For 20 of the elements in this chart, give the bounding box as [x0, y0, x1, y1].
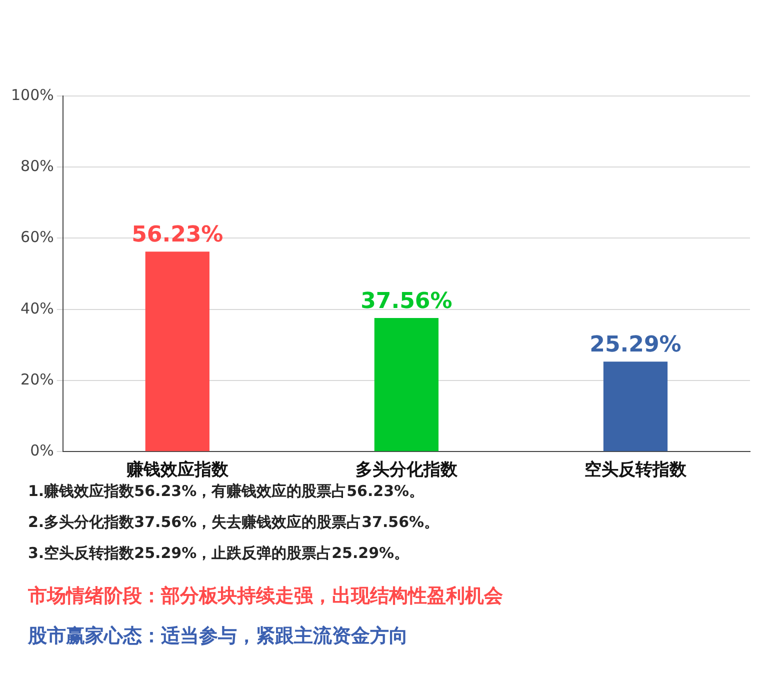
bar [374, 318, 439, 452]
text: 股市赢家心态：适当参与，紧跟主流资金方向 [28, 624, 409, 649]
y-tick-label: 20% [20, 370, 54, 388]
text: 1.赚钱效应指数56.23%，有赚钱效应的股票占56.23%。 [28, 482, 426, 501]
bar [145, 252, 210, 452]
data-label: 37.56% [360, 288, 452, 314]
y-tick-label: 100% [10, 86, 54, 104]
x-tick-label: 空头反转指数 [584, 460, 688, 480]
data-label: 56.23% [132, 222, 224, 248]
data-label: 25.29% [590, 332, 682, 358]
y-tick-label: 0% [30, 441, 54, 460]
x-tick-label: 赚钱效应指数 [125, 460, 230, 480]
y-tick-label: 40% [20, 299, 54, 318]
x-tick-label: 多头分化指数 [355, 460, 458, 480]
text: 市场情绪阶段：部分板块持续走强，出现结构性盈利机会 [28, 584, 503, 609]
text: 3.空头反转指数25.29%，止跌反弹的股票占25.29%。 [28, 544, 410, 563]
y-tick-label: 60% [20, 228, 54, 246]
bar [603, 362, 668, 452]
y-tick-label: 80% [20, 157, 54, 176]
text: 2.多头分化指数37.56%，失去赚钱效应的股票占37.56%。 [28, 513, 440, 532]
